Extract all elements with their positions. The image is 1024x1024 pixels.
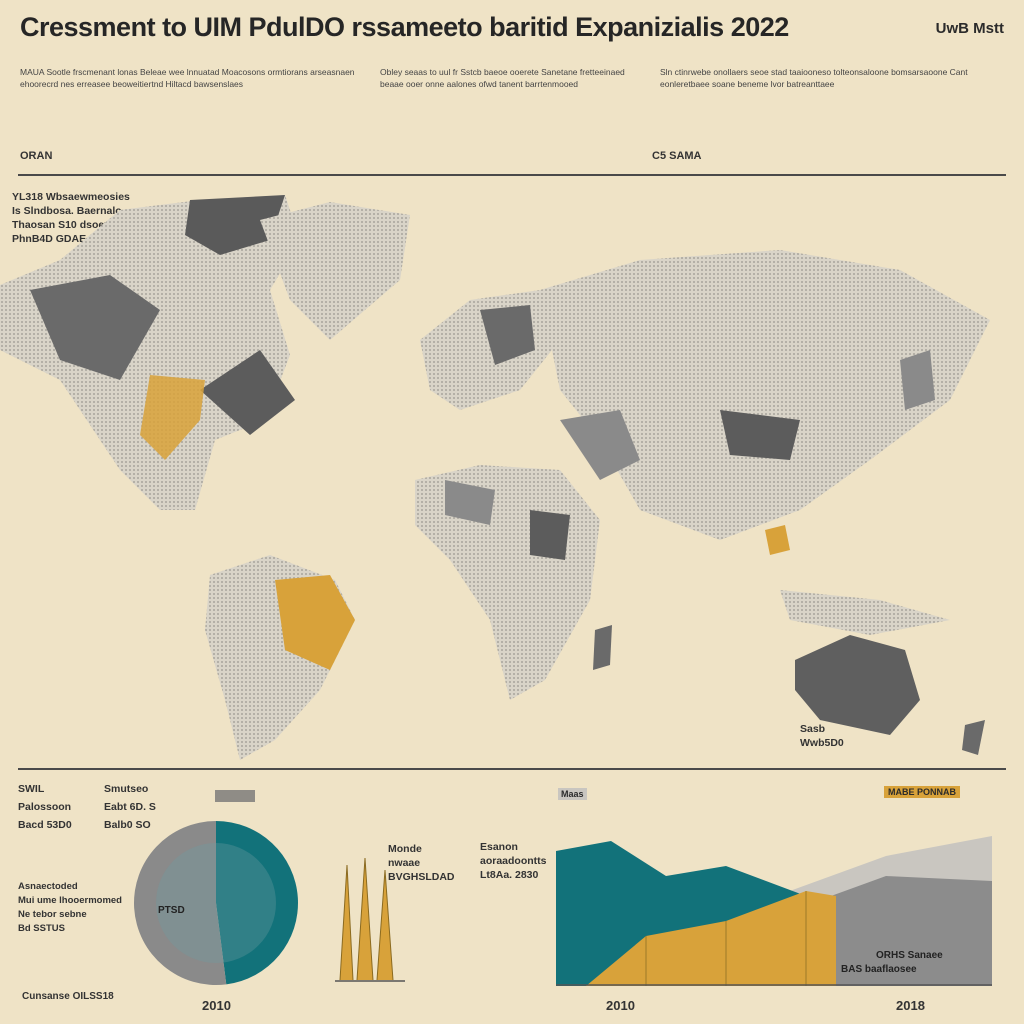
area-stats: Esanon aoraadoontts Lt8Aa. 2830 [480,840,547,882]
region-asia-dark [720,410,800,460]
area-chart-label: ORHS Sanaee [876,950,943,961]
year-label: 2010 [606,998,635,1013]
year-label: 2018 [896,998,925,1013]
stat-block-1: SWIL Palossoon Bacd 53D0 [18,782,72,832]
region-middle-east [560,410,640,480]
region-australia [795,635,920,735]
region-africa-dark-1 [445,480,495,525]
pie-tag [215,790,255,802]
section-label-left: ORAN [20,150,53,162]
stat-label: Eabt 6D. S [104,801,156,813]
intro-column-2: Obley seaas to uul fr Sstcb baeoe ooeret… [380,67,625,89]
map-legend-line: Is Slndbosa. Baernalo [12,205,122,217]
region-africa [415,465,600,700]
stat-value: Balb0 SO [104,819,151,831]
footer-left: Cunsanse OILSS18 [22,991,114,1002]
region-africa-dark-2 [530,510,570,560]
area-label-1: Esanon [480,841,518,853]
oceania-label-line: Sasb [800,723,826,735]
stat-head: SWIL [18,783,45,795]
note-line: Ne tebor sebne [18,909,87,920]
stat-block-2: Smutseo Eabt 6D. S Balb0 SO [104,782,156,832]
map-legend-line: YL318 Wbsaewmeosies [12,191,130,203]
divider-bottom [18,768,1006,770]
note-line: Asnaectoded [18,881,78,892]
pie-chart: PTSD [134,821,299,985]
oceania-label: Sasb Wwb5D0 [800,722,844,750]
area-chart-label: BAS baaflaosee [841,964,917,975]
pie-slice-teal [216,821,299,985]
region-east-canada [200,350,295,435]
note-line: Mui ume lhooermomed [18,895,122,906]
region-europe-dark [480,305,535,365]
region-madagascar [593,625,612,670]
spike-label-1: Monde [388,843,422,855]
region-sea-gold [765,525,790,555]
year-label: 2010 [202,998,231,1013]
region-brazil-gold [275,575,355,670]
region-new-zealand [962,720,985,755]
region-asia [540,250,990,540]
area-gold [586,891,836,986]
header-badge: UwB Mstt [935,20,1004,37]
region-canada-dark [30,275,160,380]
left-note: Asnaectoded Mui ume lhooermomed Ne tebor… [18,880,122,936]
region-us-gold [140,375,205,460]
stat-value: Bacd 53D0 [18,819,72,831]
map-legend: YL318 Wbsaewmeosies Is Slndbosa. Baernal… [12,190,162,246]
pie-inner-ring [156,843,276,963]
spike-chart [335,857,405,982]
right-head-tag: MABE PONNAB [884,786,961,798]
region-japan [900,350,935,410]
spike-value: BVGHSLDAD [388,871,455,883]
spike-shape [339,857,394,981]
oceania-label-line: Wwb5D0 [800,737,844,749]
area-chart: ORHS Sanaee BAS baaflaosee [556,836,992,986]
spike-stats: Monde nwaae BVGHSLDAD [388,842,455,884]
stat-head: Smutseo [104,783,149,795]
pie-slice-gray [134,821,227,985]
world-map [0,195,990,760]
region-indonesia [780,590,950,635]
area-value: Lt8Aa. 2830 [480,869,539,881]
page-title: Cressment to UIM PdulDO rssameeto bariti… [20,12,789,42]
area-label-2: aoraadoontts [480,855,547,867]
region-arctic-islands [185,195,285,255]
stat-label: Palossoon [18,801,72,813]
intro-column-1: MAUA Sootle frscmenant lonas Beleae wee … [20,67,355,89]
divider-top [18,174,1006,176]
note-line: Bd SSTUS [18,923,65,934]
section-label-right: C5 SAMA [652,150,702,162]
region-north-america [0,195,300,510]
map-legend-line: Thaosan S10 dsoew [12,219,113,231]
pie-label: PTSD [158,905,185,916]
spike-label-2: nwaae [388,857,421,869]
area-tag: Maas [558,788,587,800]
map-legend-line: PhnB4D GDAE [12,233,87,245]
region-europe [420,290,560,410]
intro-column-3: Sln ctinrwebe onollaers seoe stad taaioo… [660,67,968,89]
region-greenland [260,202,410,340]
